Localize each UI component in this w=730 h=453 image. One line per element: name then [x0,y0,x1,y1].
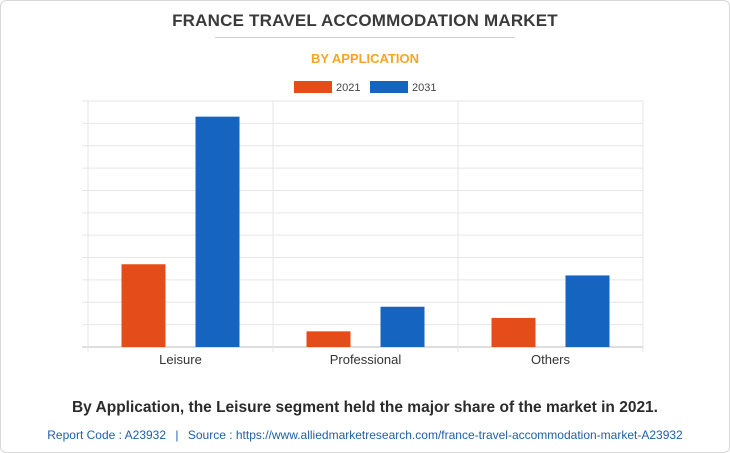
bar-2021-others [491,317,536,347]
legend-label: 2031 [412,82,436,94]
source-footer: Report Code : A23932 | Source : https://… [0,428,730,442]
title-divider [215,37,515,38]
chart-title: FRANCE TRAVEL ACCOMMODATION MARKET [172,11,558,30]
bar-2031-professional [380,306,425,347]
x-tick-label: Others [531,352,571,367]
bar-2021-leisure [121,264,166,347]
bar-2031-others [565,275,610,347]
legend-swatch-2021 [294,81,332,93]
bar-2031-leisure [195,116,240,348]
bar-chart: Leisure Professional Others 2021 2031 [82,81,644,367]
legend-swatch-2031 [370,81,408,93]
report-code: Report Code : A23932 [47,428,167,442]
footer-separator: | [175,428,179,442]
chart-caption: By Application, the Leisure segment held… [71,399,658,416]
chart-subtitle: BY APPLICATION [310,51,420,66]
source-link[interactable]: Source : https://www.alliedmarketresearc… [187,428,683,442]
bar-2021-professional [306,331,351,347]
legend-label: 2021 [336,82,360,94]
x-tick-label: Leisure [159,352,202,367]
x-tick-label: Professional [330,352,402,367]
